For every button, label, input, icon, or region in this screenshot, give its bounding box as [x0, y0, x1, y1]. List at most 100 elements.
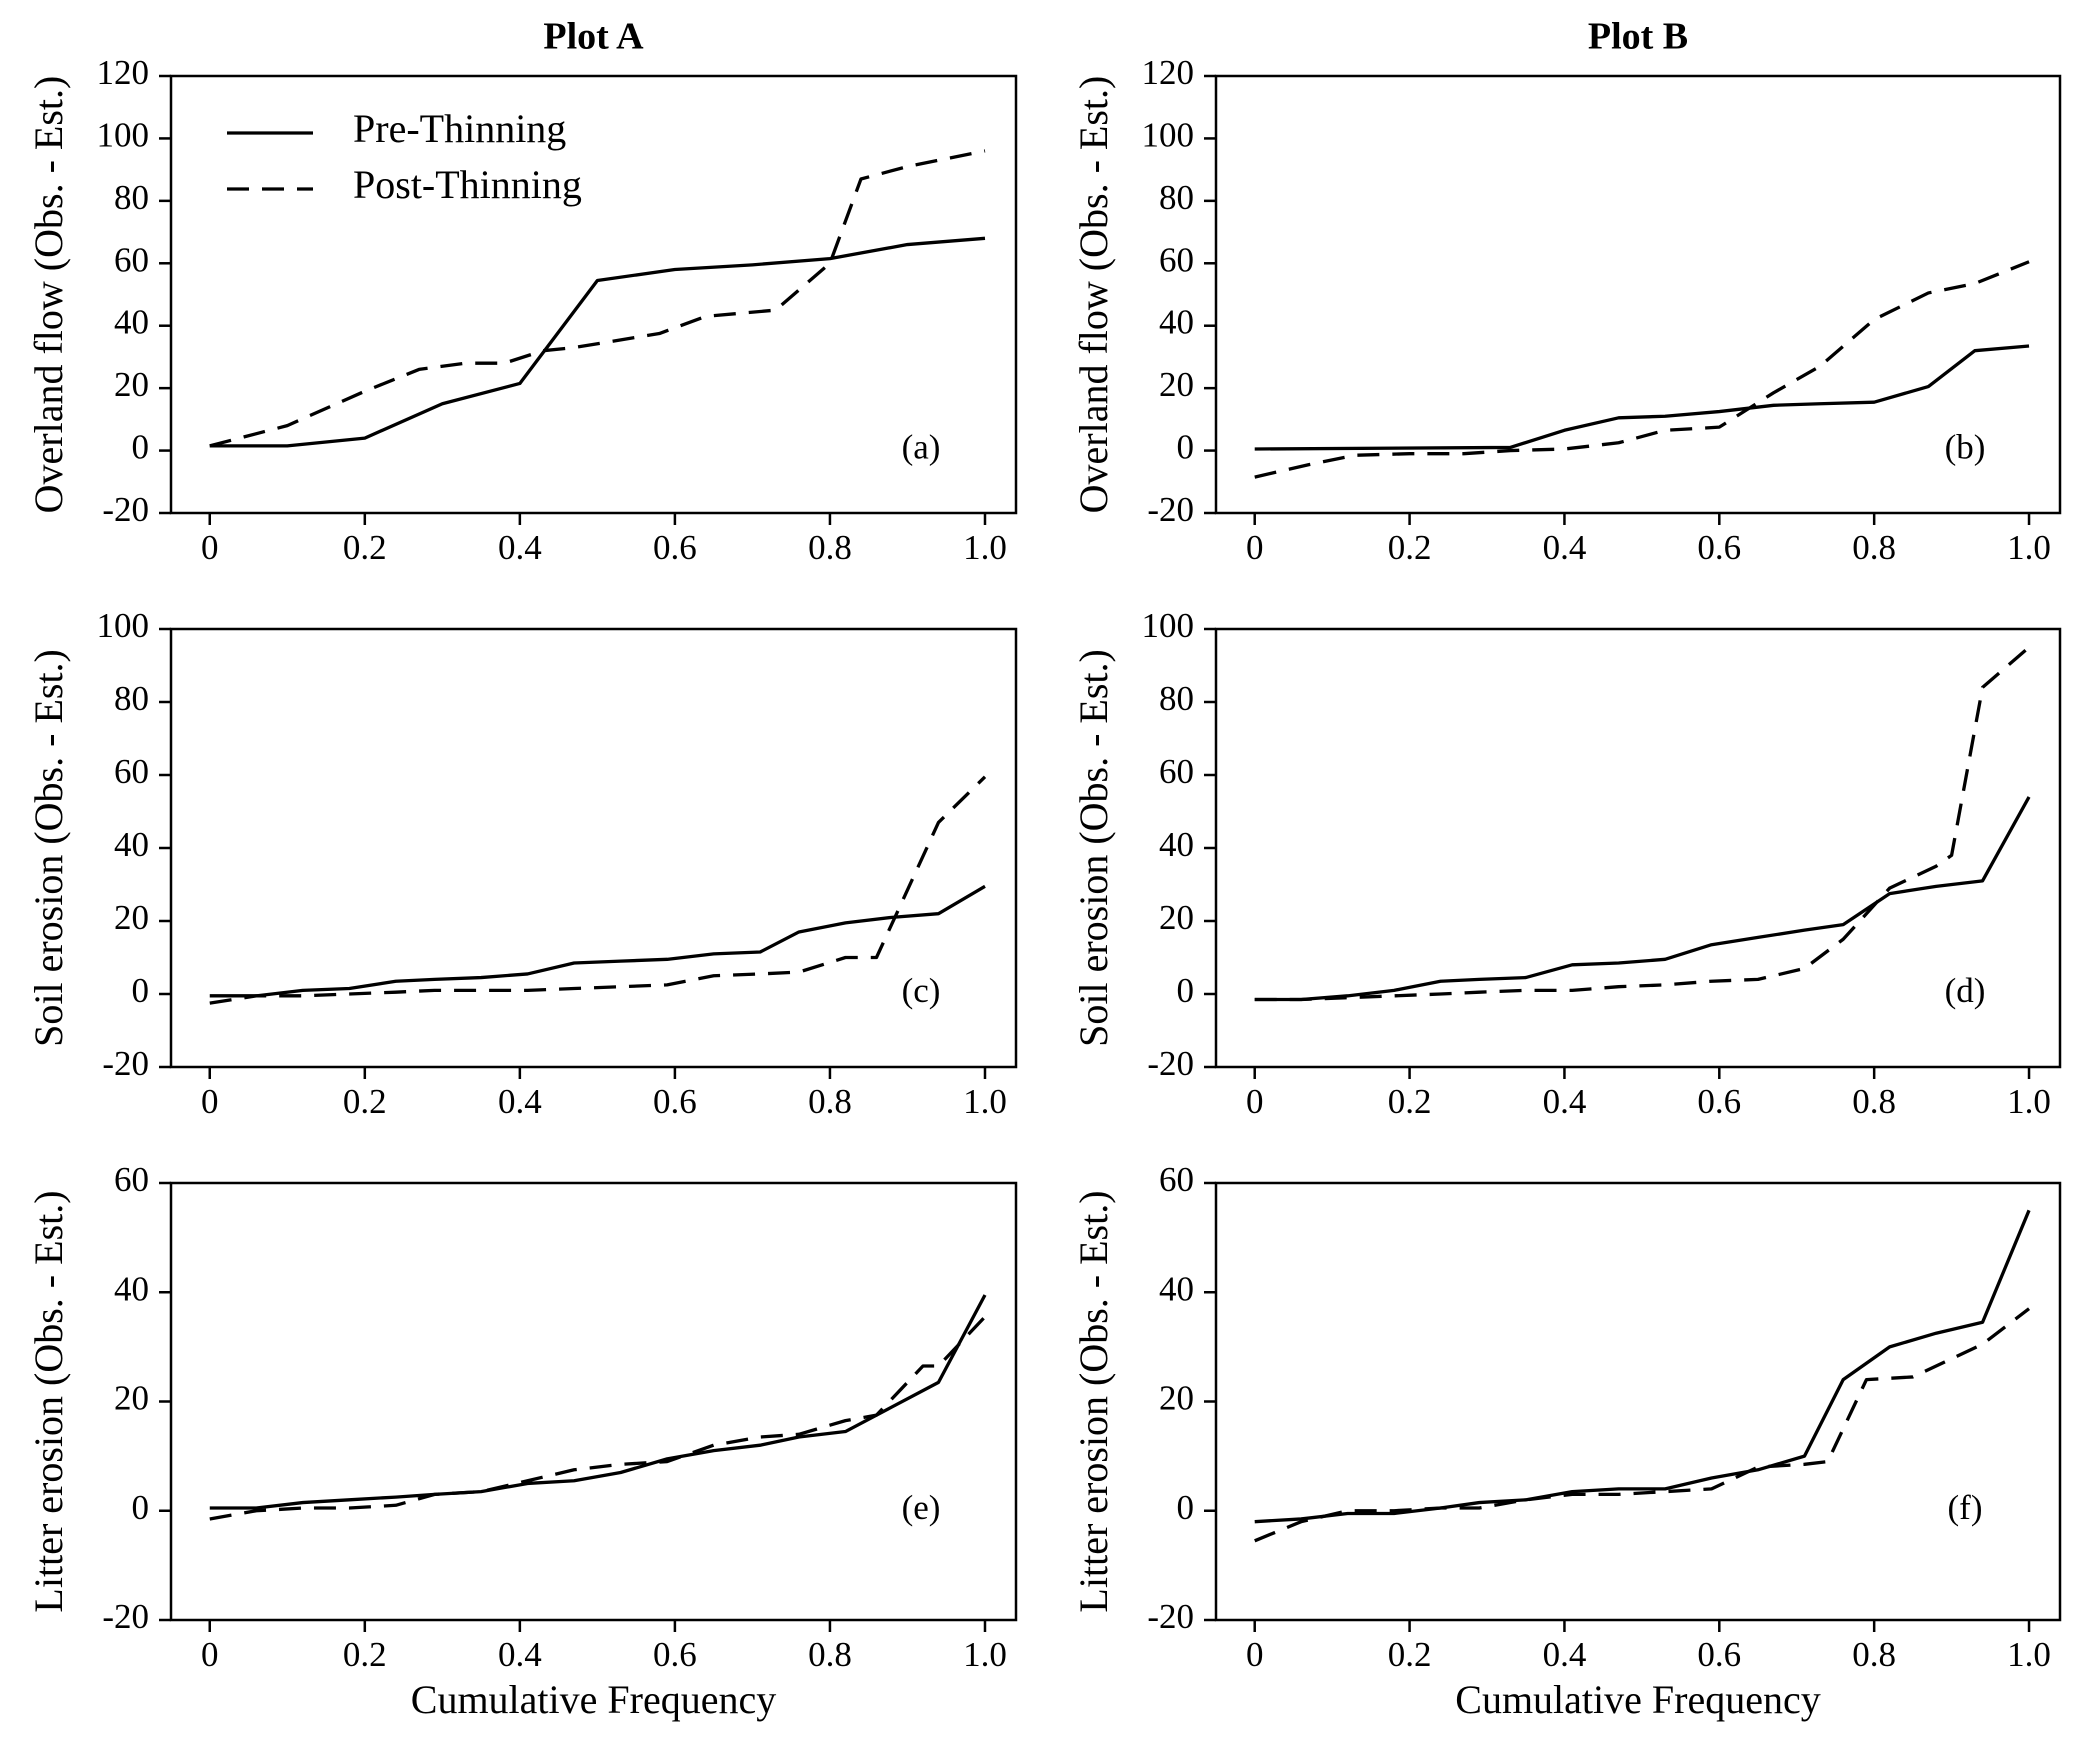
x-tick-label: 0.6	[653, 1635, 697, 1674]
y-tick-label: 100	[97, 115, 150, 154]
data-line	[209, 149, 986, 448]
x-tick-label: 0.2	[1388, 1082, 1432, 1121]
y-tick-label: 120	[97, 53, 150, 92]
y-tick-label: 20	[1159, 898, 1194, 937]
y-tick-label: 0	[132, 1488, 150, 1527]
y-tick-label: 60	[114, 752, 149, 791]
y-tick-label: -20	[1147, 1044, 1194, 1083]
y-tick-label: 0	[1177, 428, 1195, 467]
y-tick-label: 100	[1142, 115, 1195, 154]
y-tick-label: 0	[132, 971, 150, 1010]
y-tick-label: -20	[1147, 490, 1194, 529]
y-tick-label: 100	[97, 606, 150, 645]
panel-label: (b)	[1945, 428, 1986, 467]
x-tick-label: 0	[201, 1635, 219, 1674]
x-tick-label: 1.0	[2007, 1082, 2051, 1121]
data-line	[1254, 1307, 2031, 1543]
x-tick-label: 0.4	[498, 1082, 542, 1121]
y-tick-label: 20	[114, 1379, 149, 1418]
data-line	[209, 1315, 987, 1521]
x-tick-label: 0	[1246, 528, 1264, 567]
y-tick-label: 0	[1177, 971, 1195, 1010]
x-tick-label: 0.8	[808, 1635, 852, 1674]
y-axis-label: Soil erosion (Obs. - Est.)	[1071, 649, 1116, 1047]
plot-title: Plot B	[1588, 16, 1688, 58]
plot-frame	[169, 627, 1018, 1069]
y-axis-label: Litter erosion (Obs. - Est.)	[26, 1190, 71, 1612]
y-axis-label: Soil erosion (Obs. - Est.)	[26, 649, 71, 1047]
x-tick-label: 1.0	[2007, 1635, 2051, 1674]
data-line	[1254, 796, 2031, 1002]
x-tick-label: 0.2	[1388, 1635, 1432, 1674]
x-tick-label: 1.0	[963, 528, 1007, 567]
data-line	[1254, 646, 2031, 1002]
y-axis-label: Overland flow (Obs. - Est.)	[26, 76, 71, 514]
x-tick-label: 0.2	[343, 528, 387, 567]
y-tick-label: -20	[1147, 1597, 1194, 1636]
x-tick-label: 0.6	[1697, 1082, 1741, 1121]
y-tick-label: 40	[114, 1269, 149, 1308]
x-axis-label: Cumulative Frequency	[411, 1677, 776, 1722]
plot-frame	[169, 1181, 1018, 1622]
y-tick-label: -20	[102, 490, 149, 529]
panel-label: (a)	[902, 428, 941, 467]
legend-label: Post-Thinning	[353, 162, 582, 207]
data-line	[209, 236, 986, 448]
x-tick-label: 1.0	[963, 1635, 1007, 1674]
plot-title: Plot A	[543, 16, 644, 58]
x-axis-label: Cumulative Frequency	[1455, 1677, 1820, 1722]
y-tick-label: 80	[1159, 679, 1194, 718]
x-tick-label: 0.4	[498, 1635, 542, 1674]
y-tick-label: 60	[114, 1160, 149, 1199]
panel-label: (e)	[902, 1488, 941, 1527]
x-tick-label: 0.4	[1543, 1635, 1587, 1674]
x-tick-label: 0.6	[1697, 1635, 1741, 1674]
y-tick-label: -20	[102, 1044, 149, 1083]
y-tick-label: 40	[1159, 303, 1194, 342]
data-line	[1254, 344, 2030, 451]
y-tick-label: 120	[1142, 53, 1195, 92]
panel-label: (f)	[1948, 1488, 1983, 1527]
x-tick-label: 0	[1246, 1082, 1264, 1121]
plot-frame	[1214, 1181, 2062, 1622]
data-line	[209, 1294, 987, 1510]
x-tick-label: 0.2	[343, 1635, 387, 1674]
x-tick-label: 0.6	[653, 1082, 697, 1121]
y-tick-label: 100	[1142, 606, 1195, 645]
y-tick-label: 40	[114, 303, 149, 342]
y-tick-label: 80	[1159, 178, 1194, 217]
y-tick-label: 20	[1159, 1379, 1194, 1418]
y-tick-label: 80	[114, 679, 149, 718]
x-tick-label: 0.4	[498, 528, 542, 567]
y-tick-label: -20	[102, 1597, 149, 1636]
y-axis-label: Overland flow (Obs. - Est.)	[1071, 76, 1116, 514]
x-tick-label: 0.8	[808, 1082, 852, 1121]
y-tick-label: 0	[132, 428, 150, 467]
data-line	[1254, 1209, 2031, 1524]
y-tick-label: 0	[1177, 1488, 1195, 1527]
x-tick-label: 0.2	[1388, 528, 1432, 567]
y-tick-label: 60	[1159, 240, 1194, 279]
x-tick-label: 0.6	[653, 528, 697, 567]
y-tick-label: 60	[114, 240, 149, 279]
y-tick-label: 80	[114, 178, 149, 217]
y-tick-label: 20	[114, 898, 149, 937]
y-tick-label: 40	[114, 825, 149, 864]
panel-label: (c)	[902, 971, 941, 1010]
panel-label: (d)	[1945, 971, 1986, 1010]
x-tick-label: 0.8	[1852, 1082, 1896, 1121]
x-tick-label: 0.4	[1543, 528, 1587, 567]
legend-label: Pre-Thinning	[353, 106, 566, 151]
y-axis-label: Litter erosion (Obs. - Est.)	[1071, 1190, 1116, 1612]
plot-frame	[1214, 627, 2062, 1069]
y-tick-label: 20	[1159, 365, 1194, 404]
x-tick-label: 0.8	[1852, 1635, 1896, 1674]
x-tick-label: 0.6	[1697, 528, 1741, 567]
plot-frame	[169, 74, 1018, 515]
y-tick-label: 40	[1159, 1269, 1194, 1308]
x-tick-label: 0.8	[808, 528, 852, 567]
y-tick-label: 40	[1159, 825, 1194, 864]
y-tick-label: 20	[114, 365, 149, 404]
